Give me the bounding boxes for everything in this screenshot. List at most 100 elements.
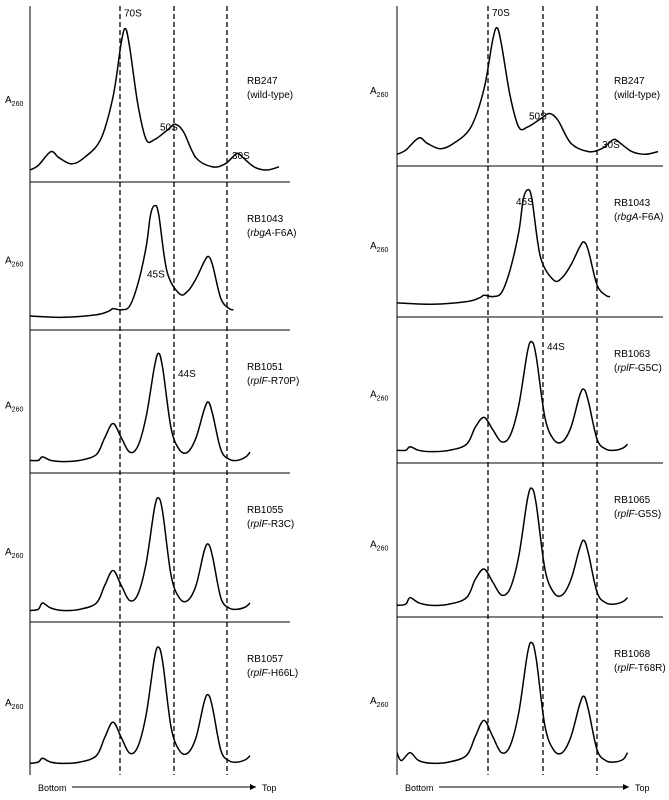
y-axis-label-main: A bbox=[5, 95, 12, 106]
y-axis-label: A260 bbox=[5, 95, 23, 108]
peak-label: 44S bbox=[547, 342, 565, 353]
y-axis-label-subscript: 260 bbox=[12, 704, 24, 711]
y-axis-label: A260 bbox=[370, 696, 388, 709]
y-axis-label-main: A bbox=[370, 696, 377, 707]
gene-name: rplF bbox=[250, 376, 268, 387]
right-panel-2: A260 RB1043 (rbgA-F6A) 45S bbox=[370, 188, 663, 318]
y-axis-label-subscript: 260 bbox=[377, 546, 389, 553]
left-panel-4: A260 RB1055 (rplF-R3C) bbox=[5, 496, 294, 623]
y-axis-label: A260 bbox=[5, 547, 23, 560]
y-axis-label-subscript: 260 bbox=[377, 702, 389, 709]
strain-label: RB1068 bbox=[614, 649, 651, 660]
mutation-name: -H66L bbox=[268, 668, 296, 679]
gene-name: rplF bbox=[250, 668, 268, 679]
right-panel-3: A260 RB1063 (rplF-G5C) 44S bbox=[370, 340, 663, 464]
absorbance-trace-line bbox=[396, 340, 629, 453]
right-column-chart: A260RB247(wild-type)70S50S30SA260RB1043(… bbox=[370, 6, 666, 793]
strain-label: RB1051 bbox=[247, 362, 284, 373]
mutation-name: -R70P bbox=[268, 376, 297, 387]
left-column-chart: A260RB247(wild-type)70S50S30SA260RB1043(… bbox=[5, 6, 299, 793]
genotype-label: (rplF-H66L) bbox=[247, 668, 298, 679]
gene-name: rplF bbox=[617, 363, 635, 374]
genotype-label: (rbgA-F6A) bbox=[247, 228, 296, 239]
right-panel-4: A260 RB1065 (rplF-G5S) bbox=[370, 487, 663, 618]
genotype-label: (rbgA-F6A) bbox=[614, 212, 663, 223]
peak-label: 44S bbox=[178, 369, 196, 380]
peak-label: 70S bbox=[124, 9, 142, 20]
absorbance-trace-line bbox=[29, 496, 251, 612]
absorbance-trace-line bbox=[29, 204, 234, 319]
absorbance-trace-line bbox=[396, 641, 629, 765]
peak-label: 45S bbox=[147, 269, 165, 280]
genotype-label: (rplF-G5S) bbox=[614, 509, 661, 520]
y-axis-label-main: A bbox=[5, 547, 12, 558]
y-axis-label-subscript: 260 bbox=[12, 101, 24, 108]
mutation-name: -G5S bbox=[635, 509, 659, 520]
y-axis-label: A260 bbox=[370, 389, 388, 402]
strain-label: RB1063 bbox=[614, 349, 651, 360]
y-axis-label: A260 bbox=[5, 401, 23, 414]
absorbance-trace-line bbox=[29, 27, 280, 171]
y-axis-label-main: A bbox=[5, 255, 12, 266]
y-axis-label: A260 bbox=[5, 255, 23, 268]
y-axis-label: A260 bbox=[370, 86, 388, 99]
genotype-label: (wild-type) bbox=[247, 90, 293, 101]
absorbance-trace-line bbox=[29, 646, 251, 765]
gene-name: rplF bbox=[617, 663, 635, 674]
strain-label: RB1043 bbox=[614, 198, 651, 209]
mutation-name: -G5C bbox=[635, 363, 659, 374]
strain-label: RB247 bbox=[247, 76, 278, 87]
mutation-name: -R3C bbox=[268, 519, 291, 530]
left-panel-1: A260 RB247 (wild-type) 70S 50S 30S bbox=[5, 9, 293, 183]
mutation-name: -F6A bbox=[638, 212, 660, 223]
y-axis-label-subscript: 260 bbox=[12, 407, 24, 414]
strain-label: RB1057 bbox=[247, 654, 284, 665]
gene-name: rbgA bbox=[617, 212, 638, 223]
x-axis-bottom-label: Bottom bbox=[38, 783, 67, 793]
genotype-label: (rplF-T68R) bbox=[614, 663, 666, 674]
gene-name: rbgA bbox=[250, 228, 271, 239]
peak-label: 50S bbox=[529, 111, 547, 122]
peak-label: 45S bbox=[516, 197, 534, 208]
gene-name: rplF bbox=[617, 509, 635, 520]
absorbance-trace-line bbox=[29, 352, 251, 463]
absorbance-trace-line bbox=[396, 26, 659, 156]
x-axis-top-label: Top bbox=[262, 783, 277, 793]
right-panel-1: A260 RB247 (wild-type) 70S 50S 30S bbox=[370, 8, 663, 167]
y-axis-label-subscript: 260 bbox=[377, 247, 389, 254]
peak-label: 30S bbox=[602, 140, 620, 151]
strain-label: RB247 bbox=[614, 76, 645, 87]
genotype-label: (wild-type) bbox=[614, 90, 660, 101]
absorbance-trace-line bbox=[396, 487, 629, 607]
x-axis-bottom-label: Bottom bbox=[405, 783, 434, 793]
y-axis-label-main: A bbox=[5, 401, 12, 412]
mutation-name: -F6A bbox=[271, 228, 293, 239]
genotype-label: (rplF-R70P) bbox=[247, 376, 299, 387]
left-panel-5: A260 RB1057 (rplF-H66L) bbox=[5, 646, 298, 765]
y-axis-label: A260 bbox=[370, 241, 388, 254]
strain-label: RB1065 bbox=[614, 495, 651, 506]
y-axis-label-subscript: 260 bbox=[12, 553, 24, 560]
y-axis-label: A260 bbox=[5, 698, 23, 711]
peak-label: 50S bbox=[160, 122, 178, 133]
left-panel-2: A260 RB1043 (rbgA-F6A) 45S bbox=[5, 204, 296, 331]
direction-arrow-head bbox=[250, 784, 256, 790]
y-axis-label: A260 bbox=[370, 540, 388, 553]
y-axis-label-subscript: 260 bbox=[12, 261, 24, 268]
strain-label: RB1043 bbox=[247, 214, 284, 225]
y-axis-label-main: A bbox=[370, 241, 377, 252]
y-axis-label-main: A bbox=[370, 86, 377, 97]
left-panel-3: A260 RB1051 (rplF-R70P) 44S bbox=[5, 352, 299, 474]
strain-label: RB1055 bbox=[247, 505, 284, 516]
genotype-label: (rplF-R3C) bbox=[247, 519, 294, 530]
absorbance-trace-line bbox=[396, 188, 611, 305]
direction-arrow-head bbox=[623, 784, 629, 790]
peak-label: 30S bbox=[232, 151, 250, 162]
peak-label: 70S bbox=[492, 8, 510, 19]
x-axis-top-label: Top bbox=[635, 783, 650, 793]
mutation-name: -T68R bbox=[635, 663, 663, 674]
y-axis-label-main: A bbox=[5, 698, 12, 709]
right-panel-5: A260 RB1068 (rplF-T68R) bbox=[370, 641, 666, 765]
y-axis-label-main: A bbox=[370, 389, 377, 400]
